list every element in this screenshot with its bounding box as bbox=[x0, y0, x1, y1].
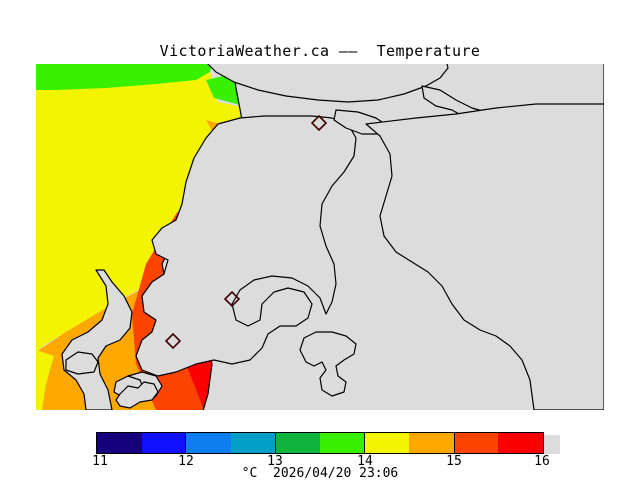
temperature-map[interactable] bbox=[36, 64, 604, 410]
colorbar-label-12: 12 bbox=[178, 454, 194, 469]
landmass-central-island bbox=[135, 115, 357, 377]
island-small-crab bbox=[115, 381, 159, 409]
colorbar-segment-2[interactable] bbox=[186, 433, 231, 453]
colorbar-track[interactable] bbox=[96, 432, 544, 454]
colorbar-tick-13 bbox=[275, 432, 276, 454]
colorbar-label-14: 14 bbox=[357, 454, 373, 469]
colorbar-segment-1[interactable] bbox=[141, 433, 187, 453]
colorbar-segment-9[interactable] bbox=[498, 433, 543, 453]
colorbar-segment-3[interactable] bbox=[230, 433, 276, 453]
colorbar-segment-8[interactable] bbox=[453, 433, 499, 453]
station-markers[interactable] bbox=[164, 114, 328, 350]
colorbar-label-13: 13 bbox=[267, 454, 283, 469]
band-southwest-yellow bbox=[36, 350, 54, 410]
colorbar-segment-6[interactable] bbox=[364, 433, 410, 453]
colorbar-caption: °C 2026/04/20 23:06 bbox=[241, 466, 399, 481]
colorbar-over-swatch bbox=[544, 435, 560, 454]
station-marker-north[interactable] bbox=[310, 114, 328, 132]
colorbar-tick-15 bbox=[454, 432, 455, 454]
station-marker-west[interactable] bbox=[164, 332, 182, 350]
colorbar-segment-4[interactable] bbox=[275, 433, 320, 453]
landmass-east-coast bbox=[365, 103, 604, 410]
landmass-southwest-strip bbox=[61, 269, 133, 410]
colorbar-label-15: 15 bbox=[446, 454, 462, 469]
band-northwest-green bbox=[36, 64, 212, 90]
island-bottom-centre-small bbox=[65, 351, 99, 375]
station-marker-central[interactable] bbox=[223, 290, 241, 308]
colorbar-label-16: 16 bbox=[534, 454, 550, 469]
page-title: VictoriaWeather.ca —— Temperature bbox=[159, 42, 481, 60]
coastlines bbox=[61, 64, 604, 410]
colorbar-segment-0[interactable] bbox=[97, 433, 142, 453]
colorbar-tick-12 bbox=[185, 432, 186, 454]
colorbar-segment-7[interactable] bbox=[409, 433, 454, 453]
landmass-north-island bbox=[207, 64, 449, 103]
colorbar-label-11: 11 bbox=[92, 454, 108, 469]
island-mushroom bbox=[299, 331, 357, 397]
band-northwest-yellow bbox=[36, 64, 232, 352]
colorbar-tick-14 bbox=[364, 432, 365, 454]
colorbar-segment-5[interactable] bbox=[319, 433, 365, 453]
colorbar[interactable] bbox=[96, 432, 560, 454]
map-canvas[interactable] bbox=[36, 64, 604, 410]
